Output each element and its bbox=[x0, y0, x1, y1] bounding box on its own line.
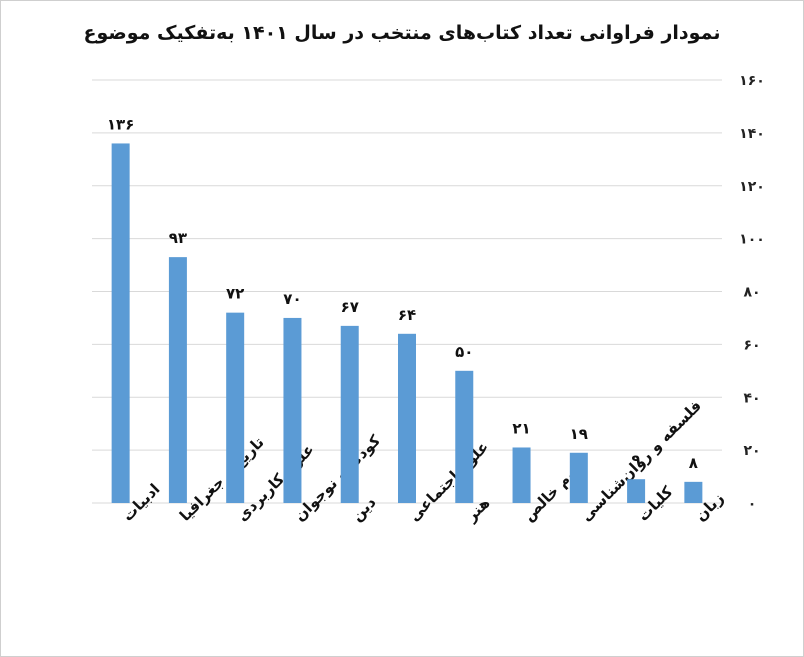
data-label: ۲۱ bbox=[512, 419, 530, 437]
bar bbox=[512, 447, 531, 503]
bar bbox=[283, 317, 302, 503]
data-label: ۶۷ bbox=[341, 298, 359, 316]
data-label: ۹ bbox=[632, 451, 641, 469]
y-tick-label: ۱۰۰ bbox=[739, 232, 765, 248]
bar bbox=[398, 333, 416, 503]
data-label: ۷۰ bbox=[283, 290, 301, 308]
data-label: ۸ bbox=[689, 454, 698, 472]
bar bbox=[569, 452, 588, 503]
bar bbox=[455, 370, 474, 503]
data-label: ۶۴ bbox=[398, 306, 416, 324]
y-tick-label: ۶۰ bbox=[743, 337, 760, 353]
bar bbox=[627, 479, 646, 503]
bar bbox=[111, 143, 130, 503]
y-tick-label: ۱۶۰ bbox=[739, 73, 765, 89]
data-label: ۱۳۶ bbox=[107, 115, 134, 133]
y-tick-label: ۰ bbox=[748, 496, 757, 512]
bar bbox=[340, 325, 359, 503]
bar bbox=[226, 312, 245, 503]
chart-title: نمودار فراوانی تعداد کتاب‌های منتخب در س… bbox=[83, 22, 721, 44]
data-label: ۱۹ bbox=[570, 425, 588, 443]
y-tick-label: ۴۰ bbox=[743, 390, 760, 406]
bar bbox=[168, 257, 187, 503]
y-tick-label: ۱۲۰ bbox=[739, 179, 765, 195]
y-tick-label: ۲۰ bbox=[743, 443, 760, 459]
data-label: ۷۲ bbox=[226, 285, 244, 303]
data-label: ۹۳ bbox=[169, 229, 187, 247]
data-label: ۵۰ bbox=[455, 343, 473, 361]
y-tick-label: ۸۰ bbox=[743, 285, 760, 301]
y-tick-label: ۱۴۰ bbox=[739, 126, 765, 142]
bar bbox=[684, 481, 703, 503]
